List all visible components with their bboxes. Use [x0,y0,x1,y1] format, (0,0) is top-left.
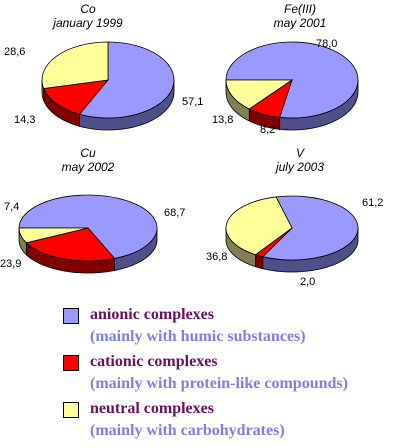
data-label-cationic: 23,9 [0,258,21,270]
slice-neutral [41,41,109,89]
slice-cationic [25,227,116,262]
chart-title: V [296,146,305,160]
data-label-cationic: 2,0 [300,276,315,288]
data-label-anionic: 57,1 [182,96,203,108]
pie-chart-2: Fe(III)may 2001 78,0 8,2 13,8 [212,2,359,136]
slice-neutral [18,227,89,244]
slice-neutral [225,196,293,256]
data-label-cationic: 8,2 [260,124,275,136]
legend-swatch-cationic [63,355,79,371]
chart-title: Cu [80,146,96,160]
data-label-anionic: 78,0 [316,38,337,50]
data-label-neutral: 13,8 [212,114,233,126]
data-label-neutral: 36,8 [206,251,227,263]
legend-item-cationic: cationic complexes (mainly with protein-… [63,353,399,400]
data-label-neutral: 28,6 [4,46,25,58]
chart-title: Fe(III) [284,2,316,16]
legend-sublabel-cationic: (mainly with protein-like compounds) [90,375,348,392]
data-label-neutral: 7,4 [4,201,19,213]
chart-subtitle: july 2003 [274,160,324,174]
data-label-cationic: 14,3 [14,114,35,126]
legend-item-neutral: neutral complexes (mainly with carbohydr… [63,400,399,447]
slice-anionic [225,41,359,119]
slice-neutral [225,79,294,110]
legend: anionic complexes (mainly with humic sub… [63,306,399,447]
chart-title: Co [80,2,96,16]
data-label-anionic: 68,7 [164,207,185,219]
legend-item-anionic: anionic complexes (mainly with humic sub… [63,306,399,353]
legend-swatch-neutral [63,402,79,418]
legend-label-anionic: anionic complexes [90,306,214,323]
data-label-anionic: 61,2 [362,197,383,209]
legend-sublabel-anionic: (mainly with humic substances) [90,328,306,345]
slice-anionic [261,195,359,261]
legend-swatch-anionic [63,308,79,324]
legend-label-neutral: neutral complexes [90,400,214,417]
slice-anionic [18,194,158,259]
chart-subtitle: may 2001 [274,16,327,30]
slice-cationic [43,79,109,115]
legend-label-cationic: cationic complexes [90,353,218,370]
chart-subtitle: may 2002 [62,160,115,174]
chart-subtitle: january 1999 [51,16,123,30]
legend-sublabel-neutral: (mainly with carbohydrates) [90,422,285,439]
slice-anionic [78,41,175,119]
